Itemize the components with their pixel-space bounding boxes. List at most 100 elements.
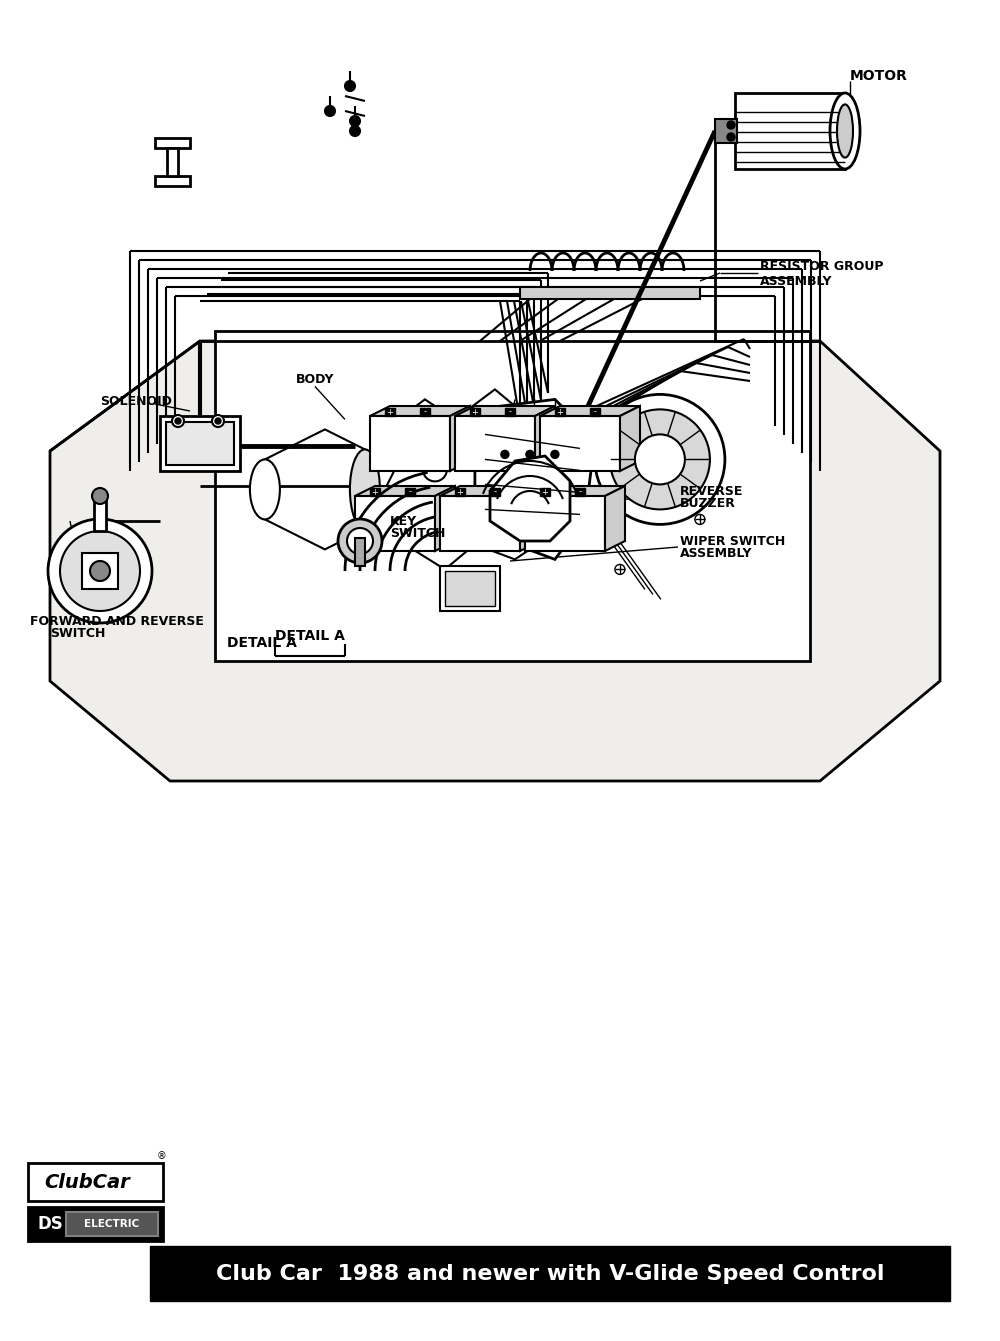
Polygon shape	[375, 389, 545, 570]
Bar	[735, 93, 845, 169]
Circle shape	[325, 106, 335, 117]
Circle shape	[172, 414, 184, 426]
Text: +: +	[457, 488, 463, 496]
Polygon shape	[450, 406, 470, 471]
Circle shape	[60, 531, 140, 611]
Polygon shape	[370, 406, 470, 416]
Text: BUZZER: BUZZER	[680, 496, 736, 510]
Ellipse shape	[250, 460, 280, 519]
Ellipse shape	[350, 449, 380, 530]
Circle shape	[175, 418, 181, 424]
Bar	[28, 1163, 163, 1202]
Bar	[370, 416, 450, 471]
Text: -: -	[494, 488, 496, 496]
Bar	[355, 496, 435, 551]
Text: WIPER SWITCH: WIPER SWITCH	[680, 535, 785, 547]
Circle shape	[350, 126, 360, 135]
Bar	[355, 538, 365, 566]
Bar	[155, 176, 190, 186]
Bar	[28, 1207, 163, 1240]
Polygon shape	[490, 456, 570, 540]
Bar	[540, 488, 550, 496]
Bar	[540, 416, 620, 471]
Bar	[440, 496, 520, 551]
Polygon shape	[435, 485, 455, 551]
Polygon shape	[605, 485, 625, 551]
Text: SOLENOID: SOLENOID	[100, 394, 172, 408]
Bar	[455, 488, 465, 496]
Circle shape	[350, 117, 360, 126]
Bar	[167, 148, 178, 176]
Polygon shape	[620, 406, 640, 471]
Bar	[440, 566, 500, 611]
Bar	[160, 416, 240, 471]
Text: FORWARD AND REVERSE: FORWARD AND REVERSE	[30, 614, 204, 628]
Circle shape	[212, 414, 224, 426]
Bar	[420, 408, 430, 416]
Text: DETAIL A: DETAIL A	[227, 636, 297, 650]
Polygon shape	[525, 485, 625, 496]
Text: ASSEMBLY: ASSEMBLY	[680, 547, 753, 559]
Circle shape	[615, 565, 625, 574]
Text: -: -	[509, 408, 512, 417]
Text: REVERSE: REVERSE	[680, 484, 743, 498]
Text: +: +	[472, 408, 478, 417]
Bar	[470, 408, 480, 416]
Text: +: +	[372, 488, 378, 496]
Circle shape	[526, 451, 534, 459]
Text: DS: DS	[37, 1215, 63, 1232]
Text: ®: ®	[156, 1151, 166, 1161]
Bar	[590, 408, 600, 416]
Text: -: -	[424, 408, 426, 417]
Text: RESISTOR GROUP: RESISTOR GROUP	[760, 260, 884, 272]
Circle shape	[48, 519, 152, 624]
Bar	[525, 496, 605, 551]
Circle shape	[501, 451, 509, 459]
Bar	[445, 571, 495, 606]
Polygon shape	[455, 406, 555, 416]
Bar	[715, 119, 737, 143]
Polygon shape	[475, 400, 595, 559]
Text: ASSEMBLY: ASSEMBLY	[760, 275, 832, 287]
Text: BODY: BODY	[296, 373, 334, 386]
Text: +: +	[542, 488, 548, 496]
Polygon shape	[50, 341, 940, 780]
Circle shape	[635, 434, 685, 484]
Circle shape	[727, 121, 735, 129]
Bar	[370, 488, 380, 496]
Bar	[575, 488, 585, 496]
Circle shape	[345, 80, 355, 91]
Text: -: -	[578, 488, 582, 496]
Bar	[166, 422, 234, 465]
Circle shape	[215, 418, 221, 424]
Bar	[94, 496, 106, 531]
Text: SWITCH: SWITCH	[50, 626, 105, 640]
Bar	[66, 1212, 158, 1236]
Circle shape	[423, 457, 447, 481]
Circle shape	[695, 515, 705, 524]
Text: +: +	[387, 408, 393, 417]
Bar	[150, 1246, 950, 1301]
Text: +: +	[557, 408, 563, 417]
Circle shape	[347, 528, 373, 554]
Text: DETAIL A: DETAIL A	[275, 629, 345, 642]
Text: -: -	[409, 488, 412, 496]
Polygon shape	[265, 429, 365, 550]
Text: SWITCH: SWITCH	[390, 527, 445, 539]
Circle shape	[338, 519, 382, 563]
Bar	[155, 138, 190, 148]
Circle shape	[727, 133, 735, 141]
Bar	[215, 331, 810, 661]
Bar	[82, 552, 118, 589]
Circle shape	[595, 394, 725, 524]
Circle shape	[92, 488, 108, 504]
Polygon shape	[355, 485, 455, 496]
Polygon shape	[535, 406, 555, 471]
Text: ClubCar: ClubCar	[45, 1172, 130, 1192]
Ellipse shape	[837, 105, 853, 158]
Text: -: -	[594, 408, 596, 417]
Circle shape	[610, 409, 710, 510]
Polygon shape	[440, 485, 540, 496]
Text: Club Car  1988 and newer with V-Glide Speed Control: Club Car 1988 and newer with V-Glide Spe…	[216, 1263, 884, 1283]
Circle shape	[551, 451, 559, 459]
